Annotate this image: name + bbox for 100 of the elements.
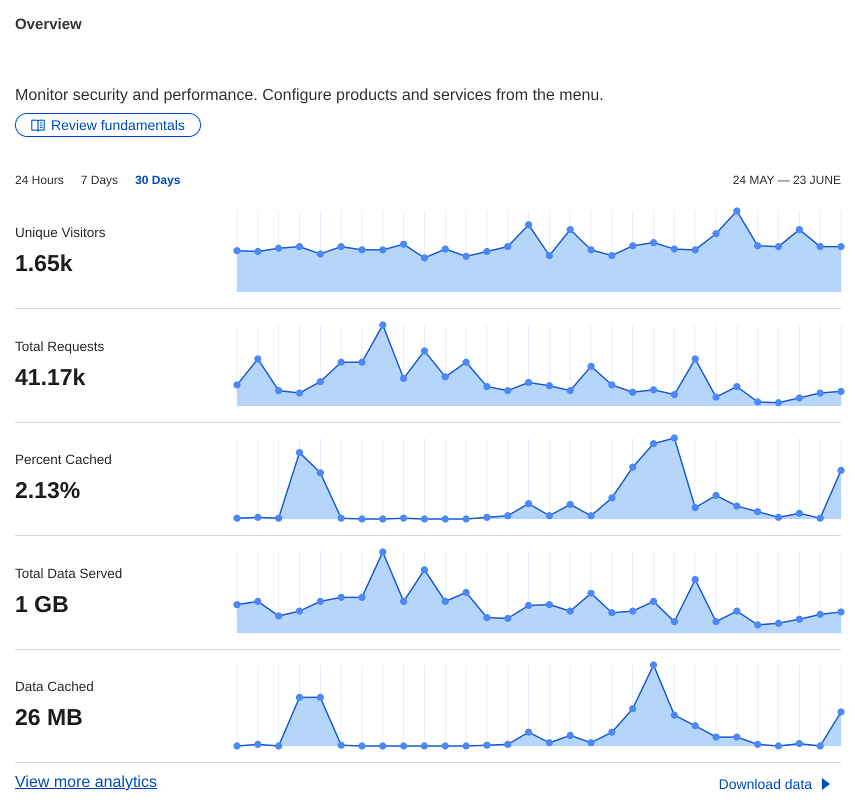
point xyxy=(400,742,408,750)
point xyxy=(233,247,241,254)
point xyxy=(774,243,782,250)
point xyxy=(316,250,324,258)
point xyxy=(837,243,845,250)
point xyxy=(442,245,449,253)
point xyxy=(566,607,574,614)
point xyxy=(483,614,491,621)
point xyxy=(524,500,532,508)
point xyxy=(462,252,470,260)
point xyxy=(358,742,366,750)
point xyxy=(650,440,658,448)
point xyxy=(442,372,449,380)
point xyxy=(420,742,428,750)
point xyxy=(608,494,616,502)
point xyxy=(338,243,345,250)
point xyxy=(379,742,386,750)
point xyxy=(733,502,740,510)
point xyxy=(504,243,512,250)
y-axis-title: Total Data Served xyxy=(15,564,122,582)
point xyxy=(442,515,449,523)
point xyxy=(296,388,304,396)
point xyxy=(442,597,449,605)
point xyxy=(774,619,782,626)
text: View more analytics xyxy=(15,773,157,793)
point xyxy=(400,374,408,382)
point xyxy=(316,378,324,385)
point xyxy=(420,346,428,354)
point xyxy=(442,742,449,750)
point xyxy=(296,694,304,701)
text: 7 Days xyxy=(80,172,118,188)
point xyxy=(233,380,241,388)
point xyxy=(796,615,803,622)
point xyxy=(338,742,345,749)
point xyxy=(316,597,324,605)
point xyxy=(462,588,470,596)
point xyxy=(254,354,262,362)
point xyxy=(692,722,699,730)
point xyxy=(754,620,762,628)
point xyxy=(275,514,282,522)
point xyxy=(837,387,845,395)
point xyxy=(566,226,574,234)
point xyxy=(254,597,262,605)
point xyxy=(338,514,345,522)
point xyxy=(358,593,366,600)
point xyxy=(275,244,282,252)
point xyxy=(400,240,408,248)
point xyxy=(816,742,824,750)
text: 2.13% xyxy=(15,476,80,504)
point xyxy=(233,514,241,522)
text: 24 MAY — 23 JUNE xyxy=(732,172,841,188)
point xyxy=(483,248,491,256)
point xyxy=(420,254,428,262)
point xyxy=(650,597,658,605)
point xyxy=(566,386,574,394)
text: 30 Days xyxy=(135,172,180,188)
point xyxy=(712,492,720,500)
point xyxy=(629,705,636,712)
point xyxy=(504,740,512,748)
point xyxy=(650,661,658,669)
point xyxy=(754,242,762,250)
point xyxy=(483,742,491,749)
point xyxy=(504,614,512,622)
point xyxy=(275,742,282,750)
point xyxy=(608,728,616,736)
point xyxy=(296,607,304,614)
point xyxy=(254,740,262,748)
point xyxy=(712,733,720,741)
point xyxy=(316,469,324,476)
point xyxy=(546,739,554,746)
point xyxy=(670,618,678,625)
point xyxy=(754,740,762,748)
point xyxy=(358,358,366,366)
point xyxy=(462,515,470,523)
point xyxy=(566,732,574,740)
point xyxy=(546,382,554,389)
point xyxy=(254,248,262,256)
point xyxy=(712,392,720,400)
point xyxy=(796,740,803,748)
point xyxy=(524,728,532,736)
point xyxy=(733,607,740,614)
point xyxy=(233,600,241,608)
point xyxy=(546,512,554,520)
point xyxy=(296,448,304,456)
point xyxy=(462,742,470,750)
point xyxy=(670,245,678,253)
point xyxy=(816,514,824,522)
point xyxy=(733,382,740,390)
point xyxy=(587,512,595,520)
point xyxy=(587,246,595,254)
text: Overview xyxy=(15,15,82,35)
point xyxy=(670,390,678,398)
text: 24 Hours xyxy=(15,172,64,188)
point xyxy=(774,514,782,521)
point xyxy=(796,394,803,401)
point xyxy=(774,398,782,406)
point xyxy=(358,515,366,523)
point xyxy=(629,607,636,614)
text: 1.65k xyxy=(15,249,73,277)
point xyxy=(650,238,658,246)
